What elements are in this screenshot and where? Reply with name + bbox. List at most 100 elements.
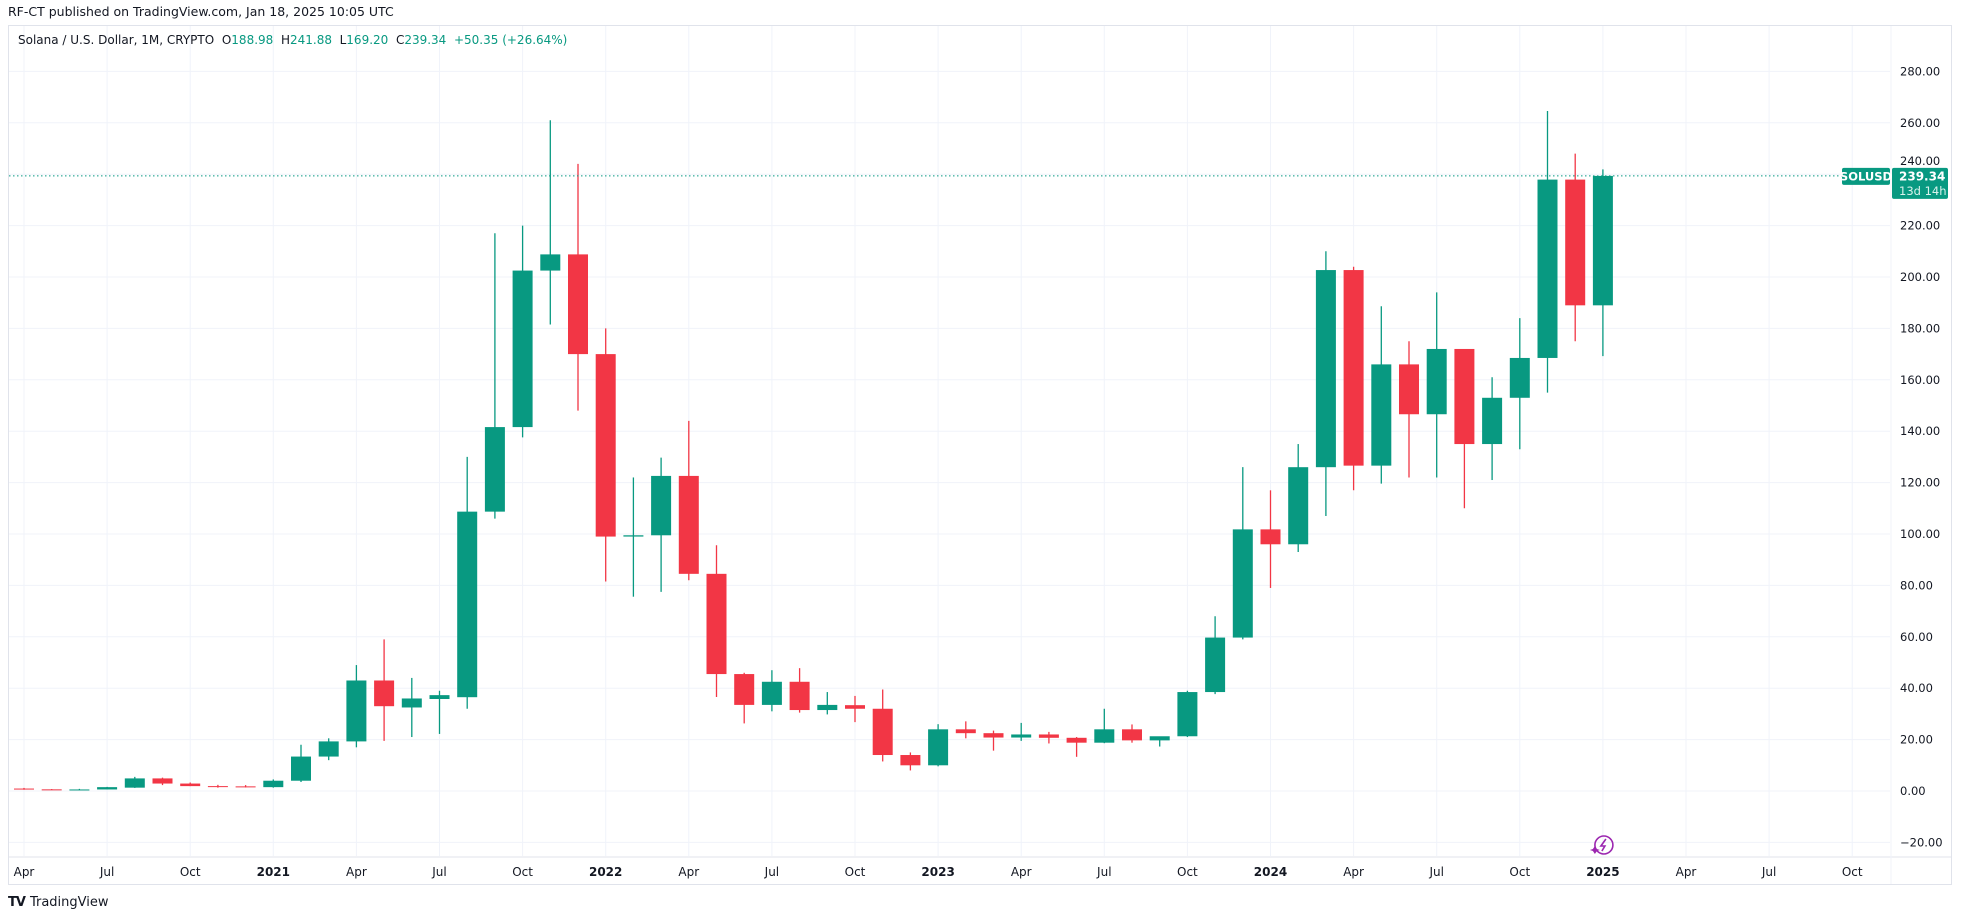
- x-tick-label: 2021: [257, 865, 290, 879]
- tradingview-brand[interactable]: TV TradingView: [8, 895, 108, 910]
- candle-body: [540, 254, 561, 271]
- x-tick-label: Jul: [431, 865, 446, 879]
- candle: [152, 777, 173, 786]
- symbol-tag: [1842, 167, 1890, 185]
- candle-body: [1066, 737, 1087, 743]
- candle-body: [1011, 734, 1032, 738]
- candle-body: [97, 787, 118, 790]
- y-tick-label: 200.00: [1900, 270, 1940, 284]
- candle: [207, 784, 228, 788]
- candle-body: [1232, 529, 1253, 638]
- candle-body: [346, 680, 367, 742]
- candle: [1038, 731, 1059, 744]
- x-tick-label: 2023: [921, 865, 954, 879]
- candle: [955, 721, 976, 739]
- candle: [734, 672, 755, 724]
- x-tick-label: Jul: [764, 865, 779, 879]
- candle-body: [1426, 348, 1447, 415]
- candle: [1149, 736, 1170, 747]
- candle: [1066, 737, 1087, 757]
- candle-body: [207, 786, 228, 788]
- sparkle: [1589, 846, 1600, 854]
- y-tick-label: 280.00: [1900, 64, 1940, 78]
- change-value: +50.35 (+26.64%): [453, 33, 568, 47]
- candle: [1537, 110, 1558, 393]
- candle-body: [1482, 397, 1503, 445]
- symbol-name[interactable]: Solana / U.S. Dollar, 1M, CRYPTO: [18, 33, 215, 47]
- candle: [1205, 616, 1226, 695]
- candle-body: [484, 427, 505, 512]
- candle-body: [263, 780, 284, 788]
- candle: [1343, 266, 1364, 491]
- candle: [484, 233, 505, 519]
- y-tick-label: 120.00: [1900, 476, 1940, 490]
- candle: [318, 738, 339, 761]
- x-tick-label: 2024: [1254, 865, 1287, 879]
- candle: [1094, 708, 1115, 744]
- candle: [706, 545, 727, 697]
- x-tick-label: Oct: [512, 865, 533, 879]
- candle-body: [235, 786, 256, 788]
- candle-body: [595, 354, 616, 537]
- candle: [1232, 467, 1253, 640]
- candle: [623, 477, 644, 597]
- y-tick-label: 140.00: [1900, 424, 1940, 438]
- candle-body: [318, 741, 339, 757]
- y-tick-label: 40.00: [1900, 681, 1933, 695]
- candle-body: [1565, 179, 1586, 306]
- x-tick-label: Apr: [1011, 865, 1032, 879]
- candle: [1454, 348, 1475, 509]
- candle-body: [1205, 637, 1226, 693]
- candle-body: [429, 695, 450, 699]
- y-tick-label: 240.00: [1900, 154, 1940, 168]
- last-price-text: 239.34: [1899, 169, 1945, 183]
- candle-body: [1343, 270, 1364, 466]
- candle: [1592, 169, 1613, 357]
- candle-body: [1260, 529, 1281, 545]
- candle-body: [1509, 357, 1530, 398]
- tradingview-logo-icon: TV: [8, 895, 26, 910]
- candle-body: [623, 535, 644, 537]
- candle: [1288, 444, 1309, 552]
- candle: [900, 752, 921, 771]
- y-tick-label: 180.00: [1900, 321, 1940, 335]
- candle: [845, 695, 865, 723]
- x-tick-label: Apr: [1676, 865, 1697, 879]
- grid: 280.00 260.00 240.00 220.00 200.00 180.00 160.…: [8, 26, 1952, 884]
- x-tick-label: Apr: [346, 865, 367, 879]
- open-label: O: [221, 33, 232, 47]
- high-value: 241.88: [289, 33, 332, 47]
- publish-info: RF-CT published on TradingView.com, Jan …: [8, 4, 394, 19]
- candle-body: [374, 680, 395, 707]
- candle: [1509, 318, 1530, 450]
- candle-body: [1315, 270, 1336, 468]
- close-value: 239.34: [404, 33, 447, 47]
- candle: [124, 776, 145, 788]
- candle-body: [817, 704, 838, 711]
- candle: [1482, 377, 1503, 481]
- y-tick-label: 220.00: [1900, 219, 1940, 233]
- y-tick-label: −20.00: [1900, 835, 1943, 849]
- y-tick-label: 260.00: [1900, 116, 1940, 130]
- y-tick-label: 160.00: [1900, 373, 1940, 387]
- x-tick-label: 2025: [1586, 865, 1619, 879]
- candle: [374, 639, 395, 741]
- x-tick-label: Oct: [845, 865, 866, 879]
- y-tick-label: 100.00: [1900, 527, 1940, 541]
- x-tick-label: Oct: [1509, 865, 1530, 879]
- candle-body: [1094, 729, 1115, 743]
- candle-body: [1371, 364, 1392, 466]
- high-label: H: [280, 33, 290, 47]
- candle: [457, 456, 478, 709]
- candle: [817, 692, 838, 715]
- candle-body: [512, 270, 533, 428]
- candle-body: [152, 778, 173, 784]
- candle-body: [928, 729, 949, 766]
- candle-body: [845, 705, 865, 709]
- candle: [291, 744, 311, 783]
- symbol-legend: Solana / U.S. Dollar, 1M, CRYPTO O188.98…: [18, 33, 567, 47]
- lightning-event-icon[interactable]: [1589, 835, 1614, 855]
- candle: [180, 782, 201, 787]
- candle: [1426, 292, 1447, 478]
